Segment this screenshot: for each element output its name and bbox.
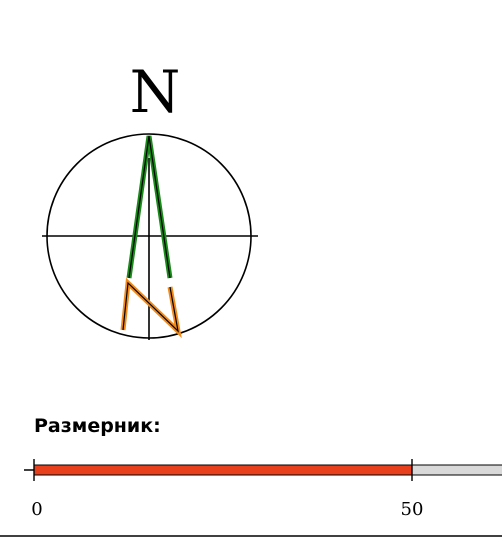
scale-tick-label-50: 50 (401, 499, 424, 520)
north-arrow-icon (120, 135, 182, 339)
scale-bar-empty-segment (411, 464, 502, 476)
scale-bar-title: Размерник: (34, 415, 161, 437)
north-arrow: N (42, 58, 258, 340)
north-label: N (130, 58, 181, 126)
scale-tick-label-0: 0 (31, 499, 42, 520)
scale-bar: Размерник: 0 50 (24, 415, 502, 520)
scale-bar-filled-segment (33, 464, 413, 476)
